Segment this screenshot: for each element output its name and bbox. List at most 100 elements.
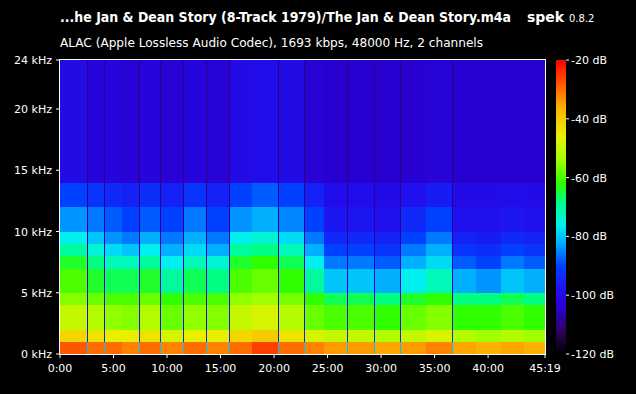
y-tick bbox=[56, 109, 60, 110]
spectrogram-cell bbox=[105, 305, 122, 330]
colorbar bbox=[556, 60, 566, 354]
spectrogram-cell bbox=[161, 256, 184, 269]
spectrogram-cell bbox=[375, 244, 401, 257]
spectrogram-cell bbox=[401, 60, 427, 183]
spectrogram-cell bbox=[252, 256, 278, 269]
spectrogram-cell bbox=[305, 183, 324, 208]
y-tick-label: 15 kHz bbox=[14, 164, 52, 177]
spectrogram-cell bbox=[426, 244, 452, 257]
x-tick bbox=[113, 354, 114, 358]
spectrogram-cell bbox=[305, 232, 324, 245]
x-tick bbox=[167, 354, 168, 358]
cells bbox=[60, 60, 545, 354]
y-tick bbox=[56, 60, 60, 61]
spectrogram-cell bbox=[401, 256, 427, 269]
plot-frame bbox=[60, 60, 546, 355]
spectrogram-cell bbox=[184, 330, 207, 343]
y-tick-label: 20 kHz bbox=[14, 103, 52, 116]
spectrogram-cell bbox=[252, 207, 278, 232]
spectrogram-cell bbox=[207, 256, 230, 269]
spectrogram-cell bbox=[426, 305, 452, 330]
spectrogram-cell bbox=[88, 330, 105, 343]
x-tick bbox=[545, 354, 546, 358]
spectrogram-cell bbox=[501, 232, 524, 245]
spectrogram-cell bbox=[305, 60, 324, 183]
spectrogram-cell bbox=[207, 207, 230, 232]
spectrogram-cell bbox=[88, 207, 105, 232]
colorbar-tick bbox=[566, 60, 569, 61]
spectrogram-cell bbox=[60, 268, 88, 293]
spectrogram-cell bbox=[140, 330, 160, 343]
spectrogram-cell bbox=[279, 330, 304, 343]
spectrogram-cell bbox=[476, 207, 501, 232]
spectrogram-cell bbox=[207, 268, 230, 293]
spectrogram-cell bbox=[375, 183, 401, 208]
spectrogram-cell bbox=[524, 330, 545, 343]
spectrogram-cell bbox=[60, 305, 88, 330]
spectrogram-cell bbox=[524, 305, 545, 330]
spectrogram-cell bbox=[230, 330, 252, 343]
x-tick-label: 10:00 bbox=[151, 362, 183, 375]
spectrogram-cell bbox=[230, 207, 252, 232]
spectrogram-cell bbox=[105, 232, 122, 245]
spectrogram-cell bbox=[426, 207, 452, 232]
spectrogram-cell bbox=[375, 342, 401, 354]
spectrogram-cell bbox=[122, 183, 140, 208]
x-tick bbox=[488, 354, 489, 358]
spectrogram-cell bbox=[524, 244, 545, 257]
spectrogram-cell bbox=[279, 256, 304, 269]
spectrogram-cell bbox=[324, 342, 347, 354]
x-tick bbox=[434, 354, 435, 358]
spectrogram-cell bbox=[524, 207, 545, 232]
spectrogram-cell bbox=[140, 268, 160, 293]
spectrogram-cell bbox=[324, 330, 347, 343]
spectrogram-cell bbox=[230, 60, 252, 183]
x-tick bbox=[60, 354, 61, 358]
colorbar-tick bbox=[566, 177, 569, 178]
spectrogram-cell bbox=[252, 305, 278, 330]
spectrogram-cell bbox=[453, 244, 476, 257]
spectrogram-cell bbox=[230, 342, 252, 354]
spectrogram-cell bbox=[184, 268, 207, 293]
spectrogram-cell bbox=[348, 207, 374, 232]
y-tick-label: 5 kHz bbox=[21, 287, 52, 300]
spectrogram-cell bbox=[501, 244, 524, 257]
spectrogram-cell bbox=[184, 342, 207, 354]
spectrogram-cell bbox=[401, 207, 427, 232]
spectrogram-cell bbox=[140, 293, 160, 306]
spectrogram-cell bbox=[375, 232, 401, 245]
spectrogram-cell bbox=[348, 256, 374, 269]
spectrogram-cell bbox=[348, 60, 374, 183]
spectrogram-cell bbox=[501, 305, 524, 330]
spectrogram-cell bbox=[122, 232, 140, 245]
spectrogram-cell bbox=[305, 244, 324, 257]
spectrogram-cell bbox=[324, 293, 347, 306]
spectrogram-cell bbox=[105, 268, 122, 293]
spectrogram-cell bbox=[279, 60, 304, 183]
spectrogram-cell bbox=[279, 293, 304, 306]
spectrogram-cell bbox=[230, 183, 252, 208]
spectrogram-cell bbox=[60, 342, 88, 354]
colorbar-tick bbox=[566, 118, 569, 119]
spectrogram-cell bbox=[524, 256, 545, 269]
spectrogram-cell bbox=[161, 305, 184, 330]
spectrogram-cell bbox=[184, 293, 207, 306]
spectrogram-cell bbox=[122, 342, 140, 354]
spectrogram-cell bbox=[161, 183, 184, 208]
x-tick-label: 25:00 bbox=[312, 362, 344, 375]
x-tick-label: 40:00 bbox=[472, 362, 504, 375]
spectrogram-cell bbox=[375, 268, 401, 293]
spectrogram-cell bbox=[140, 60, 160, 183]
spectrogram-cell bbox=[161, 342, 184, 354]
spectrogram-cell bbox=[88, 60, 105, 183]
spectrogram-cell bbox=[207, 342, 230, 354]
spectrogram-cell bbox=[207, 232, 230, 245]
spectrogram-cell bbox=[105, 207, 122, 232]
colorbar-tick-label: -80 dB bbox=[571, 230, 607, 243]
spectrogram-cell bbox=[140, 305, 160, 330]
y-tick bbox=[56, 292, 60, 293]
spectrogram-cell bbox=[122, 268, 140, 293]
spectrogram-cell bbox=[140, 232, 160, 245]
spectrogram-cell bbox=[401, 293, 427, 306]
spectrogram-cell bbox=[122, 207, 140, 232]
